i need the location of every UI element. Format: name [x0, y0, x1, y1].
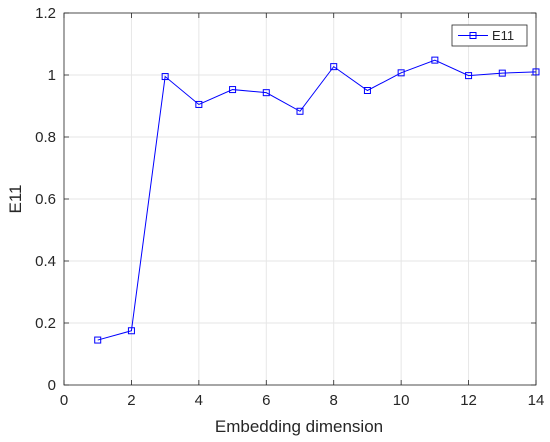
data-point — [94, 336, 102, 344]
x-tick-label: 10 — [393, 392, 410, 409]
x-tick-label: 4 — [195, 392, 203, 409]
x-tick-label: 8 — [330, 392, 338, 409]
data-point — [229, 86, 237, 94]
y-tick-label: 0 — [48, 377, 56, 394]
series-layer — [94, 56, 540, 344]
x-tick-label: 6 — [262, 392, 270, 409]
legend-label: E11 — [492, 28, 514, 43]
data-point — [330, 63, 338, 71]
data-point — [161, 73, 169, 81]
data-point — [127, 327, 135, 335]
data-point — [498, 69, 506, 77]
series-line — [97, 59, 537, 341]
y-tick-label: 0.8 — [35, 129, 56, 146]
legend-marker — [469, 32, 477, 39]
data-point — [363, 87, 371, 94]
x-axis-title: Embedding dimension — [215, 417, 383, 436]
data-point — [465, 72, 473, 80]
y-axis-title: E11 — [6, 185, 25, 214]
y-tick-label: 1 — [48, 67, 56, 84]
tick-labels: 0 2 4 6 8 10 12 14 0 0.2 0.4 0.6 0.8 1 1.2 — [35, 5, 544, 409]
x-tick-label: 0 — [60, 392, 68, 409]
data-point — [262, 89, 270, 97]
y-tick-label: 0.6 — [35, 191, 56, 208]
y-tick-label: 1.2 — [35, 5, 56, 22]
x-tick-label: 14 — [528, 392, 545, 409]
x-tick-label: 2 — [127, 392, 135, 409]
legend-box — [451, 24, 528, 47]
y-tick-label: 0.2 — [35, 315, 56, 332]
data-point — [195, 100, 203, 108]
x-tick-label: 12 — [460, 392, 477, 409]
data-point — [532, 68, 540, 76]
legend: E11 — [451, 24, 528, 47]
y-tick-label: 0.4 — [35, 253, 56, 270]
data-point — [431, 56, 439, 64]
data-point — [397, 69, 405, 77]
data-point — [296, 107, 304, 115]
